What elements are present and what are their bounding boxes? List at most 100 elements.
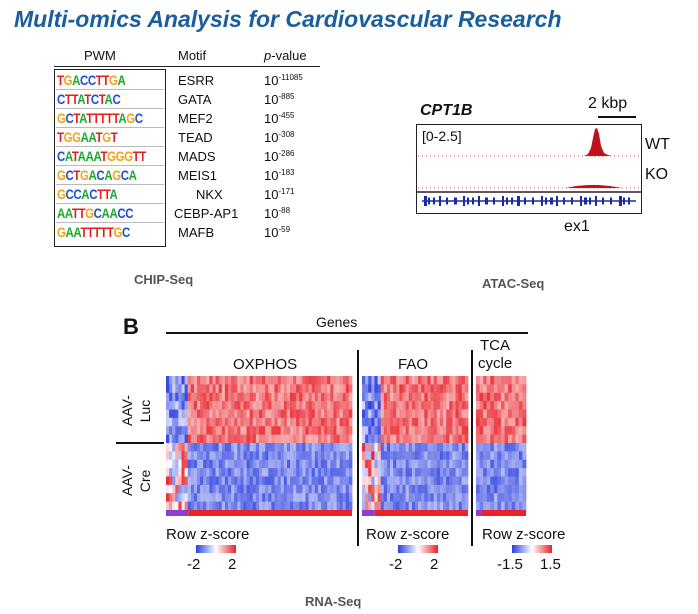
- logo-row-divider: [56, 165, 164, 166]
- heatmap-cell: [449, 476, 453, 486]
- heatmap-cell: [286, 426, 291, 436]
- heatmap-cell: [424, 376, 428, 385]
- heatmap-cell: [259, 426, 263, 436]
- heatmap-cell: [197, 417, 201, 427]
- heatmap-cell: [368, 451, 372, 461]
- heatmap-cell: [240, 501, 244, 511]
- heatmap-cell: [277, 459, 282, 469]
- heatmap-cell: [386, 493, 391, 503]
- heatmap-cell: [305, 484, 309, 494]
- pvalue-header-rest: -value: [271, 48, 307, 63]
- heatmap-cell: [399, 392, 403, 402]
- heatmap-cell: [421, 459, 425, 469]
- heatmap-cell: [497, 476, 502, 486]
- heatmap-cell: [371, 392, 375, 402]
- heatmap-cell: [271, 417, 275, 427]
- heatmap-cell: [342, 376, 347, 385]
- heatmap-cell: [345, 392, 350, 402]
- heatmap-cell: [458, 434, 463, 444]
- heatmap-cell: [305, 392, 309, 402]
- motif-name: MADS: [178, 149, 216, 164]
- heatmap-cell: [522, 468, 527, 477]
- heatmap-cell: [265, 384, 269, 394]
- heatmap-cell: [305, 493, 309, 503]
- heatmap-cell: [271, 376, 275, 385]
- heatmap-cell: [181, 493, 185, 503]
- heatmap-cell: [486, 451, 491, 461]
- heatmap-cell: [166, 501, 170, 511]
- heatmap-cell: [452, 434, 456, 444]
- legend-max-2: 2: [430, 556, 439, 573]
- heatmap-cell: [371, 459, 375, 469]
- heatmap-cell: [178, 451, 182, 461]
- heatmap-cell: [169, 376, 173, 385]
- heatmap-cell: [508, 459, 513, 469]
- heatmap-cell: [439, 468, 444, 477]
- heatmap-cell: [221, 392, 226, 402]
- heatmap-cell: [268, 468, 272, 477]
- heatmap-cell: [402, 426, 407, 436]
- heatmap-cell: [311, 493, 316, 503]
- pvalue-exponent: -88: [278, 206, 291, 215]
- heatmap-cell: [327, 409, 331, 419]
- heatmap-cell: [476, 417, 480, 427]
- heatmap-cell: [390, 392, 394, 402]
- heatmap-cell: [362, 434, 366, 444]
- heatmap-cell: [299, 401, 303, 410]
- heatmap-cell: [314, 493, 319, 503]
- heatmap-cell: [246, 392, 251, 402]
- heatmap-cell: [411, 434, 416, 444]
- heatmap-cell: [212, 493, 216, 503]
- heatmap-cell: [265, 376, 269, 385]
- heatmap-cell: [368, 409, 372, 419]
- heatmap-cell: [166, 443, 170, 452]
- heatmap-cell: [286, 468, 291, 477]
- heatmap-cell: [449, 409, 453, 419]
- heatmap-cell: [200, 443, 204, 452]
- heatmap-cell: [504, 484, 509, 494]
- heatmap-cell: [206, 376, 210, 385]
- heatmap-cell: [243, 409, 247, 419]
- exon-block: [433, 197, 435, 205]
- heatmap-cell: [324, 451, 328, 461]
- heatmap-cell: [317, 401, 322, 410]
- heatmap-cell: [393, 451, 397, 461]
- heatmap-cell: [424, 451, 428, 461]
- heatmap-cell: [455, 434, 460, 444]
- heatmap-cell: [259, 409, 263, 419]
- heatmap-cell: [427, 468, 431, 477]
- heatmap-cell: [175, 401, 179, 410]
- zscore-colorbar-1: [196, 545, 236, 553]
- heatmap-cell: [265, 417, 269, 427]
- heatmap-cell: [193, 434, 198, 444]
- heatmap-cell: [405, 476, 410, 486]
- heatmap-cell: [231, 384, 235, 394]
- heatmap-cell: [461, 434, 466, 444]
- heatmap-cell: [374, 392, 378, 402]
- heatmap-cell: [166, 401, 170, 410]
- heatmap-cell: [479, 476, 484, 486]
- exon-block: [541, 196, 543, 206]
- heatmap-cell: [277, 409, 282, 419]
- exon-block: [463, 196, 465, 206]
- heatmap-cell: [497, 384, 502, 394]
- heatmap-cell: [271, 484, 275, 494]
- heatmap-cell: [178, 484, 182, 494]
- heatmap-cell: [511, 501, 516, 511]
- heatmap-cell: [224, 451, 229, 461]
- heatmap-cell: [421, 426, 425, 436]
- heatmap-cell: [206, 417, 210, 427]
- heatmap-cell: [299, 392, 303, 402]
- heatmap-cell: [317, 468, 322, 477]
- heatmap-cell: [296, 451, 300, 461]
- heatmap-cell: [362, 376, 366, 385]
- heatmap-cell: [286, 409, 291, 419]
- heatmap-cell: [390, 384, 394, 394]
- heatmap-cell: [203, 476, 207, 486]
- heatmap-cell: [427, 409, 431, 419]
- heatmap-cell: [446, 451, 450, 461]
- heatmap-cell: [497, 409, 502, 419]
- heatmap-cell: [455, 484, 460, 494]
- heatmap-cell: [443, 476, 447, 486]
- heatmap-cell: [190, 384, 195, 394]
